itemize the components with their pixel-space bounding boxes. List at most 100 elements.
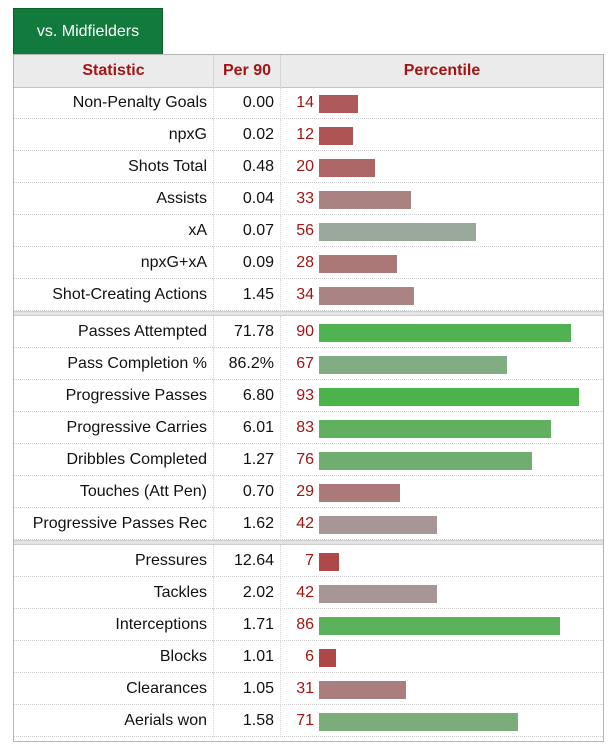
- percentile-bar: [319, 516, 437, 534]
- percentile-cell: 29: [281, 476, 603, 508]
- group-separator: [14, 311, 603, 316]
- stats-table: Statistic Per 90 Percentile Non-Penalty …: [13, 54, 604, 742]
- table-row: Progressive Passes 6.80 93: [14, 380, 603, 412]
- header-percentile[interactable]: Percentile: [403, 62, 481, 79]
- per-90-value: 0.48: [214, 151, 281, 183]
- percentile-cell: 86: [281, 609, 603, 641]
- table-row: npxG+xA 0.09 28: [14, 247, 603, 279]
- percentile-bar: [319, 95, 358, 113]
- stat-name: npxG: [14, 119, 214, 151]
- percentile-cell: 42: [281, 577, 603, 609]
- per-90-value: 6.80: [214, 380, 281, 412]
- percentile-cell: 76: [281, 444, 603, 476]
- percentile-cell: 31: [281, 673, 603, 705]
- percentile-bar: [319, 324, 571, 342]
- percentile-value: 12: [296, 126, 314, 143]
- percentile-bar: [319, 484, 400, 502]
- table-row: Progressive Carries 6.01 83: [14, 412, 603, 444]
- table-row: npxG 0.02 12: [14, 119, 603, 151]
- percentile-value: 28: [296, 254, 314, 271]
- per-90-value: 1.62: [214, 508, 281, 540]
- stat-name: Assists: [14, 183, 214, 215]
- percentile-value: 7: [305, 552, 314, 569]
- percentile-cell: 34: [281, 279, 603, 311]
- percentile-cell: 71: [281, 705, 603, 737]
- group-separator: [14, 540, 603, 545]
- percentile-value: 42: [296, 584, 314, 601]
- stat-name: Pass Completion %: [14, 348, 214, 380]
- table-row: Progressive Passes Rec 1.62 42: [14, 508, 603, 540]
- per-90-value: 0.00: [214, 87, 281, 119]
- percentile-bar: [319, 681, 406, 699]
- per-90-value: 1.71: [214, 609, 281, 641]
- percentile-value: 29: [296, 483, 314, 500]
- table-row: Blocks 1.01 6: [14, 641, 603, 673]
- percentile-value: 33: [296, 190, 314, 207]
- stat-name: Passes Attempted: [14, 316, 214, 348]
- table-row: Aerials won 1.58 71: [14, 705, 603, 737]
- table-row: xA 0.07 56: [14, 215, 603, 247]
- stat-name: Clearances: [14, 673, 214, 705]
- percentile-bar: [319, 452, 532, 470]
- table-row: Pressures 12.64 7: [14, 545, 603, 577]
- percentile-cell: 14: [281, 87, 603, 119]
- percentile-bar: [319, 617, 560, 635]
- percentile-value: 42: [296, 515, 314, 532]
- table-header: Statistic Per 90 Percentile: [14, 55, 603, 88]
- header-per-90[interactable]: Per 90: [214, 55, 281, 87]
- percentile-value: 34: [296, 286, 314, 303]
- table-row: Assists 0.04 33: [14, 183, 603, 215]
- percentile-value: 76: [296, 451, 314, 468]
- per-90-value: 0.09: [214, 247, 281, 279]
- percentile-cell: 56: [281, 215, 603, 247]
- table-row: Tackles 2.02 42: [14, 577, 603, 609]
- percentile-value: 90: [296, 323, 314, 340]
- stat-name: Blocks: [14, 641, 214, 673]
- table-row: Dribbles Completed 1.27 76: [14, 444, 603, 476]
- percentile-value: 83: [296, 419, 314, 436]
- per-90-value: 1.58: [214, 705, 281, 737]
- per-90-value: 1.05: [214, 673, 281, 705]
- percentile-value: 93: [296, 387, 314, 404]
- per-90-value: 1.01: [214, 641, 281, 673]
- stat-name: Touches (Att Pen): [14, 476, 214, 508]
- percentile-bar: [319, 585, 437, 603]
- stat-name: Aerials won: [14, 705, 214, 737]
- header-statistic[interactable]: Statistic: [14, 55, 214, 87]
- tab-vs-midfielders[interactable]: vs. Midfielders: [13, 8, 163, 54]
- table-row: Non-Penalty Goals 0.00 14: [14, 87, 603, 119]
- per-90-value: 0.04: [214, 183, 281, 215]
- percentile-bar: [319, 191, 411, 209]
- percentile-cell: 83: [281, 412, 603, 444]
- percentile-cell: 67: [281, 348, 603, 380]
- percentile-cell: 28: [281, 247, 603, 279]
- percentile-cell: 33: [281, 183, 603, 215]
- percentile-cell: 7: [281, 545, 603, 577]
- percentile-bar: [319, 223, 476, 241]
- per-90-value: 0.70: [214, 476, 281, 508]
- percentile-value: 86: [296, 616, 314, 633]
- percentile-bar: [319, 255, 397, 273]
- percentile-cell: 12: [281, 119, 603, 151]
- stat-name: Progressive Carries: [14, 412, 214, 444]
- stat-name: Progressive Passes Rec: [14, 508, 214, 540]
- stat-name: Non-Penalty Goals: [14, 87, 214, 119]
- percentile-bar: [319, 553, 339, 571]
- percentile-value: 14: [296, 94, 314, 111]
- stat-name: xA: [14, 215, 214, 247]
- percentile-bar: [319, 159, 375, 177]
- per-90-value: 2.02: [214, 577, 281, 609]
- percentile-bar: [319, 649, 336, 667]
- table-row: Shot-Creating Actions 1.45 34: [14, 279, 603, 311]
- table-row: Touches (Att Pen) 0.70 29: [14, 476, 603, 508]
- stat-name: npxG+xA: [14, 247, 214, 279]
- table-row: Clearances 1.05 31: [14, 673, 603, 705]
- stat-name: Pressures: [14, 545, 214, 577]
- percentile-bar: [319, 388, 579, 406]
- stat-name: Progressive Passes: [14, 380, 214, 412]
- stat-name: Shots Total: [14, 151, 214, 183]
- per-90-value: 6.01: [214, 412, 281, 444]
- stat-name: Tackles: [14, 577, 214, 609]
- stat-name: Interceptions: [14, 609, 214, 641]
- percentile-value: 67: [296, 355, 314, 372]
